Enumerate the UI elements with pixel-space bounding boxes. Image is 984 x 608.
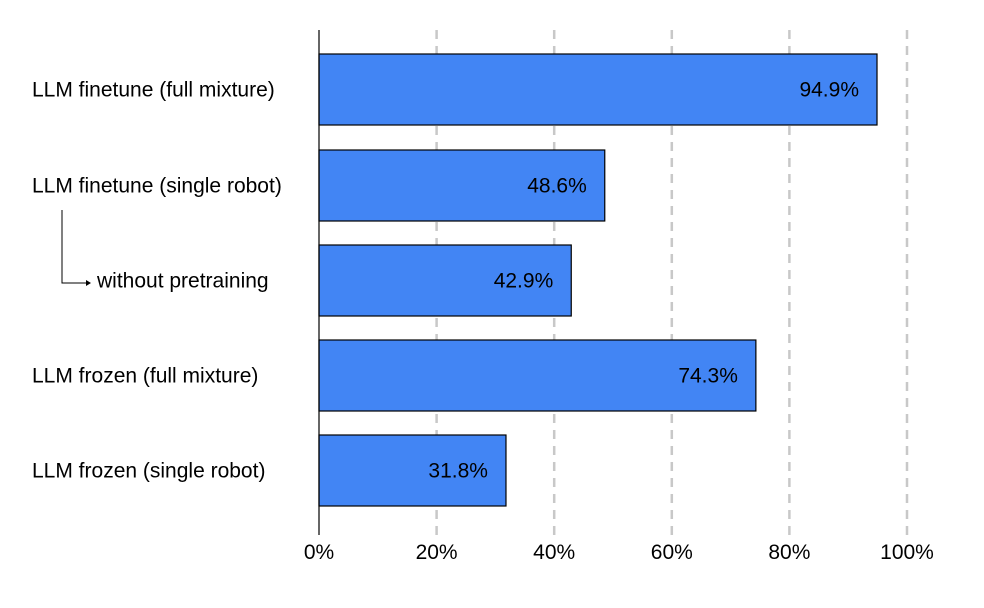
- bar-2: [318, 244, 572, 317]
- connector-arrowhead: [86, 280, 91, 286]
- category-label-1: LLM finetune (single robot): [32, 175, 282, 198]
- bar-0: [318, 53, 878, 126]
- tick-label-20: 20%: [416, 541, 458, 564]
- value-labels: 94.9% 48.6% 42.9% 74.3% 31.8%: [428, 79, 859, 483]
- category-labels: LLM finetune (full mixture) LLM finetune …: [32, 79, 282, 483]
- tick-label-60: 60%: [651, 541, 693, 564]
- sub-variant-connector: [61, 210, 91, 286]
- connector-line: [61, 210, 86, 284]
- category-label-0: LLM finetune (full mixture): [32, 79, 275, 102]
- value-label-1: 48.6%: [527, 175, 587, 198]
- bars-group: [318, 53, 878, 507]
- value-label-3: 74.3%: [678, 365, 738, 388]
- category-label-3: LLM frozen (full mixture): [32, 365, 258, 388]
- bar-3: [318, 339, 757, 412]
- value-label-2: 42.9%: [494, 270, 554, 293]
- value-label-0: 94.9%: [799, 79, 859, 102]
- value-label-4: 31.8%: [428, 460, 488, 483]
- x-axis-tick-labels: 0% 20% 40% 60% 80% 100%: [304, 541, 934, 564]
- category-label-4: LLM frozen (single robot): [32, 460, 265, 483]
- bar-4: [318, 434, 507, 507]
- tick-label-100: 100%: [880, 541, 934, 564]
- tick-label-40: 40%: [533, 541, 575, 564]
- tick-label-0: 0%: [304, 541, 334, 564]
- bar-1: [318, 149, 606, 222]
- tick-label-80: 80%: [768, 541, 810, 564]
- category-label-2: without pretraining: [96, 270, 269, 293]
